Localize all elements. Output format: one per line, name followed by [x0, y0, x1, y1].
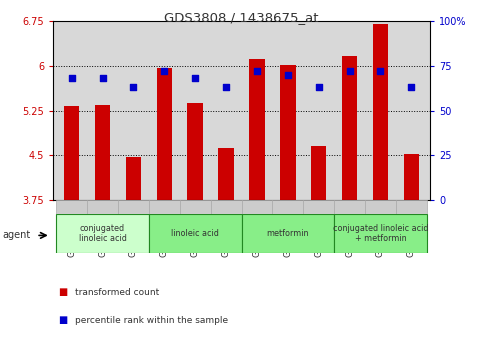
Bar [280, 65, 296, 200]
Bar [87, 200, 118, 214]
Text: ■: ■ [58, 287, 67, 297]
Bar [56, 214, 149, 253]
Bar [187, 103, 203, 200]
Point [129, 85, 137, 90]
Bar [242, 214, 334, 253]
Text: conjugated
linoleic acid: conjugated linoleic acid [79, 224, 127, 243]
Bar [303, 200, 334, 214]
Point [377, 68, 384, 74]
Bar [334, 214, 427, 253]
Bar [156, 68, 172, 200]
Point [99, 76, 106, 81]
Point [315, 85, 323, 90]
Bar [334, 200, 365, 214]
Bar [311, 147, 327, 200]
Bar [342, 56, 357, 200]
Bar [64, 107, 79, 200]
Bar [396, 200, 427, 214]
Text: transformed count: transformed count [75, 287, 159, 297]
Bar [118, 200, 149, 214]
Text: agent: agent [2, 230, 30, 240]
Bar [211, 200, 242, 214]
Bar [404, 154, 419, 200]
Point [222, 85, 230, 90]
Bar [242, 200, 272, 214]
Point [284, 72, 292, 78]
Bar [218, 148, 234, 200]
Text: ■: ■ [58, 315, 67, 325]
Bar [149, 200, 180, 214]
Text: linoleic acid: linoleic acid [171, 229, 219, 238]
Point [68, 76, 75, 81]
Point [346, 68, 354, 74]
Text: metformin: metformin [267, 229, 309, 238]
Bar [373, 24, 388, 200]
Bar [365, 200, 396, 214]
Bar [56, 200, 87, 214]
Bar [180, 200, 211, 214]
Text: conjugated linoleic acid
+ metformin: conjugated linoleic acid + metformin [333, 224, 428, 243]
Point [408, 85, 415, 90]
Point [160, 68, 168, 74]
Point [253, 68, 261, 74]
Text: percentile rank within the sample: percentile rank within the sample [75, 316, 228, 325]
Bar [95, 105, 110, 200]
Point [191, 76, 199, 81]
Bar [149, 214, 242, 253]
Bar [272, 200, 303, 214]
Bar [249, 59, 265, 200]
Bar [126, 157, 141, 200]
Text: GDS3808 / 1438675_at: GDS3808 / 1438675_at [164, 11, 319, 24]
